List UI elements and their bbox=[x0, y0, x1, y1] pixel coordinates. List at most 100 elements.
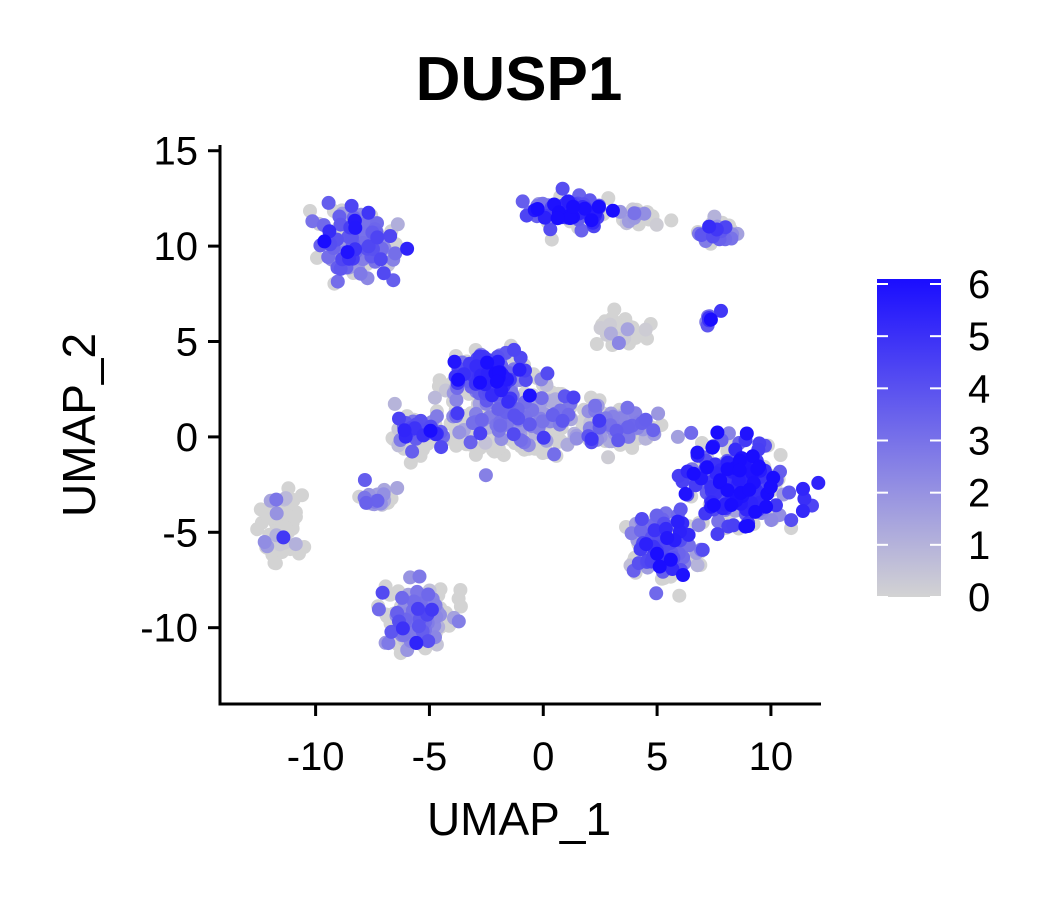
cell-point bbox=[388, 246, 403, 261]
cell-point bbox=[646, 423, 661, 438]
cell-point bbox=[381, 636, 396, 651]
cell-point bbox=[348, 220, 363, 235]
cell-point bbox=[392, 411, 406, 426]
cell-point bbox=[449, 438, 464, 453]
cell-point bbox=[601, 191, 616, 206]
cell-point bbox=[383, 229, 398, 243]
cell-point bbox=[421, 634, 436, 649]
cell-point bbox=[353, 266, 368, 281]
cell-point bbox=[269, 506, 284, 521]
x-axis-ticks: -10 -5 0 5 10 bbox=[287, 704, 793, 779]
cell-point bbox=[732, 463, 747, 478]
cell-point bbox=[670, 514, 685, 529]
x-tick-label: -5 bbox=[412, 735, 448, 779]
cell-point bbox=[317, 234, 332, 249]
cell-point bbox=[434, 440, 449, 455]
cell-point bbox=[371, 602, 386, 617]
cell-point bbox=[357, 473, 372, 487]
cell-point bbox=[411, 601, 425, 616]
cell-point bbox=[409, 635, 424, 650]
cell-point bbox=[370, 493, 385, 508]
cell-point bbox=[782, 485, 797, 500]
cell-point bbox=[506, 427, 521, 442]
colorbar-tick-label: 4 bbox=[968, 367, 990, 411]
cell-point bbox=[515, 194, 530, 209]
cell-point bbox=[489, 374, 504, 389]
x-axis-title: UMAP_1 bbox=[427, 793, 611, 845]
cell-point bbox=[742, 482, 757, 497]
cell-point bbox=[652, 559, 667, 574]
y-tick-label: 15 bbox=[154, 130, 199, 174]
cell-point bbox=[449, 393, 464, 408]
cell-point bbox=[726, 518, 741, 533]
cell-point bbox=[637, 206, 652, 221]
cell-point bbox=[620, 400, 635, 415]
cell-point bbox=[507, 342, 521, 357]
cell-point bbox=[412, 569, 427, 584]
cell-point bbox=[724, 498, 739, 512]
cell-point bbox=[611, 336, 626, 350]
cell-point bbox=[714, 303, 728, 318]
cell-point bbox=[651, 406, 666, 421]
cell-point bbox=[257, 535, 272, 549]
cell-point bbox=[395, 590, 410, 605]
cell-point bbox=[473, 375, 487, 390]
cell-point bbox=[660, 531, 675, 545]
cell-point bbox=[705, 440, 720, 455]
cell-point bbox=[361, 205, 376, 220]
colorbar-tick-label: 0 bbox=[968, 576, 990, 620]
cell-point bbox=[706, 498, 721, 513]
cell-point bbox=[429, 409, 444, 424]
cell-point bbox=[759, 499, 774, 514]
cell-point bbox=[452, 425, 467, 440]
cell-point bbox=[592, 413, 607, 428]
cell-point bbox=[691, 518, 706, 533]
cell-point bbox=[344, 198, 359, 213]
cell-point bbox=[764, 513, 779, 528]
cell-point bbox=[432, 373, 447, 388]
cell-point bbox=[403, 455, 418, 470]
y-tick-label: -5 bbox=[162, 511, 198, 555]
cell-point bbox=[390, 481, 405, 495]
cell-point bbox=[507, 408, 522, 423]
cell-point bbox=[451, 372, 466, 387]
y-tick-label: 0 bbox=[176, 416, 198, 460]
cell-point bbox=[663, 552, 678, 567]
cell-point bbox=[720, 462, 735, 477]
cell-point bbox=[480, 355, 495, 370]
cell-point bbox=[550, 211, 565, 226]
cell-point bbox=[421, 587, 436, 602]
cell-point bbox=[397, 423, 412, 438]
cell-point bbox=[376, 266, 391, 281]
colorbar-tick-label: 2 bbox=[968, 472, 990, 516]
cell-point bbox=[423, 423, 438, 438]
cell-point bbox=[411, 619, 426, 634]
cell-point bbox=[512, 362, 527, 377]
cell-point bbox=[501, 394, 516, 409]
cell-point bbox=[450, 406, 465, 421]
cell-point bbox=[672, 588, 687, 603]
cell-point bbox=[763, 480, 778, 494]
cell-point bbox=[620, 420, 635, 435]
cell-point bbox=[555, 181, 570, 196]
cell-point bbox=[638, 412, 653, 427]
cell-point bbox=[359, 495, 374, 510]
cell-point bbox=[536, 430, 551, 445]
cell-point bbox=[710, 527, 725, 542]
cell-point bbox=[686, 466, 701, 481]
cell-point bbox=[577, 201, 592, 216]
cell-point bbox=[601, 450, 616, 465]
cell-point bbox=[310, 250, 324, 265]
cell-point bbox=[713, 473, 728, 488]
y-tick-label: -10 bbox=[140, 607, 198, 651]
cell-point bbox=[702, 219, 717, 234]
cell-point bbox=[584, 432, 599, 446]
cell-point bbox=[330, 274, 345, 289]
cell-point bbox=[627, 206, 642, 221]
cell-point bbox=[795, 504, 810, 518]
cell-point bbox=[690, 558, 705, 573]
cell-point bbox=[589, 337, 604, 351]
cell-point bbox=[340, 245, 355, 260]
cell-point bbox=[321, 195, 336, 210]
